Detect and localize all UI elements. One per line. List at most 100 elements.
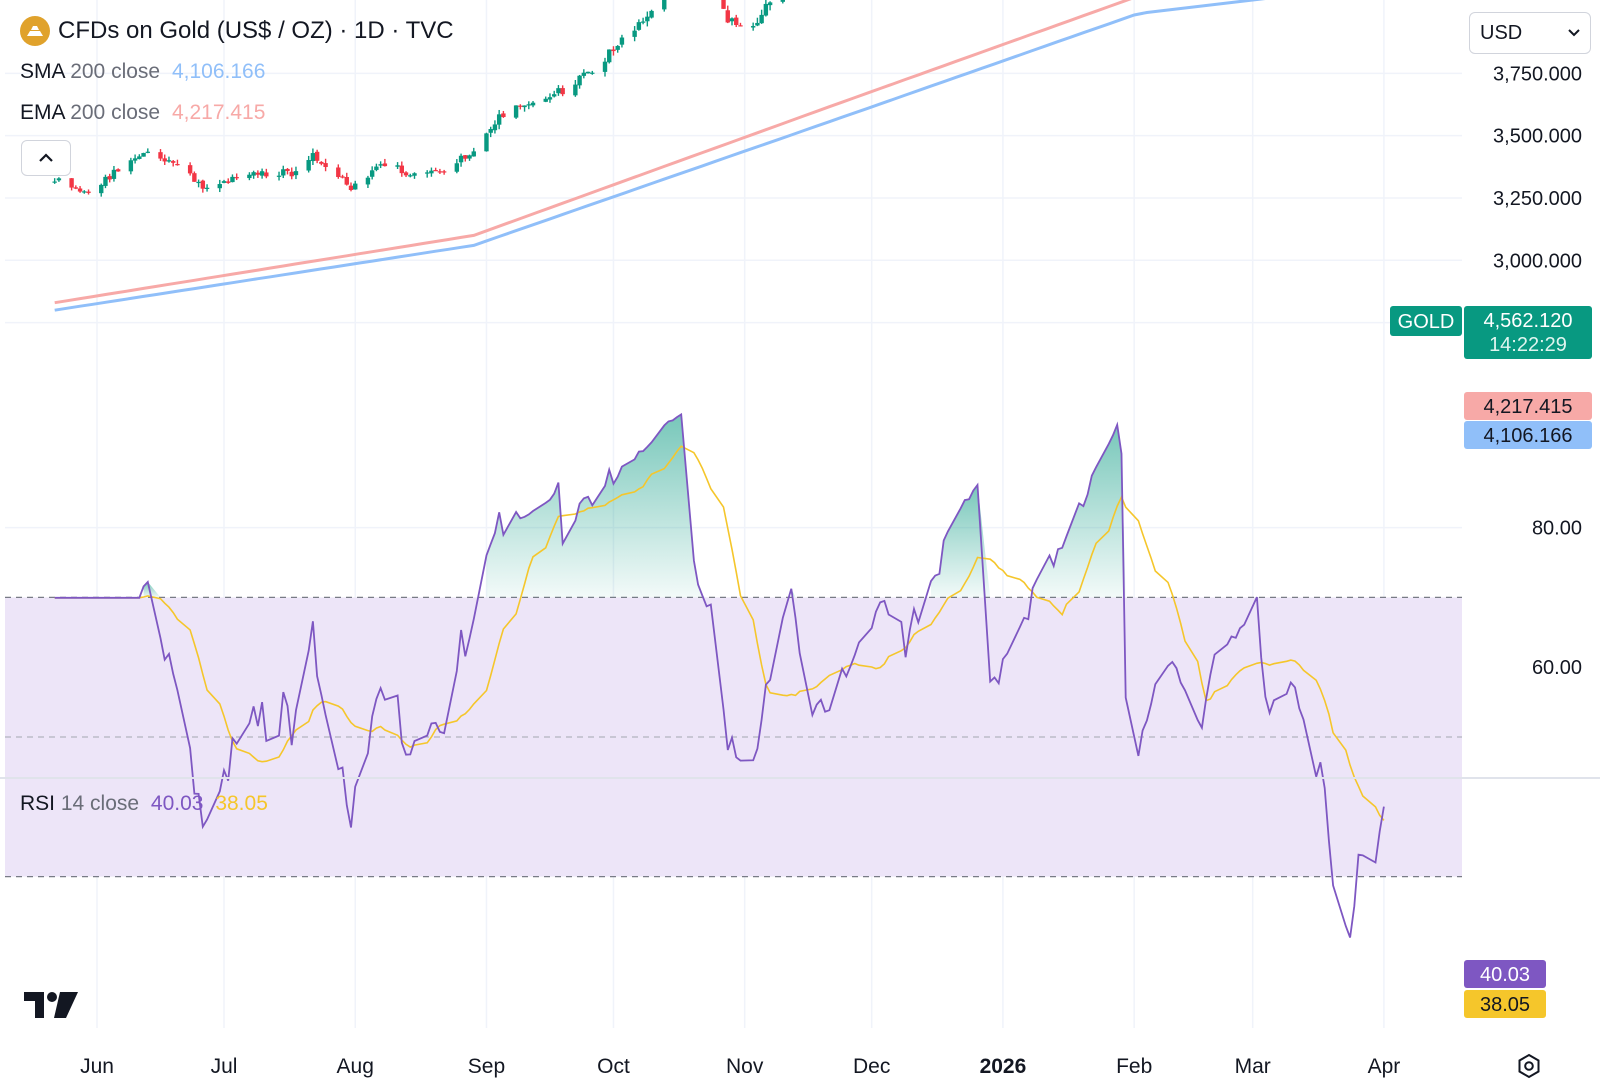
candlestick-series (52, 0, 785, 197)
candle (348, 182, 354, 192)
sma-200-line (54, 0, 1266, 312)
rsi-legend[interactable]: RSI 14 close 40.03 38.05 (20, 792, 268, 816)
candle (247, 172, 252, 181)
bar-countdown: 14:22:29 (1489, 334, 1567, 356)
candle (226, 178, 231, 184)
candle (314, 149, 320, 164)
candle (306, 155, 311, 173)
candle (662, 0, 667, 12)
candle (115, 168, 121, 172)
settings-icon[interactable] (1516, 1053, 1542, 1079)
ema-legend[interactable]: EMA 200 close 4,217.415 (20, 101, 265, 125)
chart-title: CFDs on Gold (US$ / OZ) · 1D · TVC (58, 17, 454, 44)
rsi-legend-name: RSI (20, 792, 56, 815)
candle (458, 153, 464, 167)
candle (56, 177, 62, 182)
rsi-tick-label: 60.00 (1532, 657, 1582, 679)
time-tick-label: Mar (1235, 1055, 1271, 1078)
candle (767, 1, 773, 11)
collapse-legend-button[interactable] (21, 140, 71, 176)
candle (725, 5, 730, 24)
candle (518, 104, 523, 110)
candle (441, 169, 447, 175)
price-tick-label: 3,250.000 (1493, 188, 1582, 210)
candle (602, 57, 608, 77)
candle (158, 149, 163, 161)
time-axis[interactable]: Jun Jul Aug Sep Oct Nov Dec 2026 Feb Mar Apr (80, 1055, 1400, 1078)
candle (230, 174, 235, 183)
candle (200, 179, 206, 193)
ema-legend-name: EMA (20, 101, 65, 124)
candle (293, 166, 299, 180)
candle (471, 147, 476, 157)
candle (632, 26, 637, 42)
candle (425, 170, 430, 178)
price-axis[interactable]: 2,750.0003,000.0003,250.0003,500.0003,75… (1493, 63, 1582, 334)
candle (251, 170, 256, 179)
candle (162, 154, 167, 165)
candle (492, 120, 498, 134)
rsi-overbought-fill (143, 414, 1262, 598)
rsi-legend-params: 14 close (60, 792, 140, 815)
candle (221, 179, 227, 184)
chevron-down-icon (1568, 29, 1580, 37)
candle (175, 159, 180, 166)
time-tick-label: Sep (468, 1055, 505, 1078)
candle (530, 101, 536, 108)
sma-legend[interactable]: SMA 200 close 4,106.166 (20, 60, 265, 84)
candle (408, 173, 413, 178)
candle (463, 154, 468, 162)
rsi-ma-line (54, 445, 1385, 821)
candle (437, 168, 443, 174)
candle (310, 148, 316, 166)
candle (590, 70, 595, 75)
candle (738, 22, 743, 27)
candle (403, 171, 409, 178)
candle (192, 171, 197, 182)
candle (640, 17, 646, 25)
axis-badges: GOLD 4,562.120 14:22:29 4,217.415 4,106.… (1390, 306, 1592, 1018)
candle (365, 175, 371, 188)
candle (374, 163, 379, 172)
chart-title-row[interactable]: CFDs on Gold (US$ / OZ) · 1D · TVC (20, 16, 454, 46)
candle (111, 165, 117, 182)
candle (750, 22, 756, 31)
time-tick-label: Oct (597, 1055, 630, 1078)
candle (204, 184, 210, 192)
symbol-badge-bg (1390, 306, 1462, 336)
rsi-ma-badge: 38.05 (1480, 994, 1530, 1016)
rsi-axis[interactable]: 60.00 80.00 (1532, 518, 1582, 680)
currency-select[interactable]: USD (1469, 12, 1591, 54)
candle (526, 101, 531, 110)
candle (103, 174, 108, 189)
candle (763, 0, 769, 17)
sma-badge-bg (1464, 421, 1592, 449)
price-tick-label: 3,000.000 (1493, 250, 1582, 272)
candle (433, 167, 438, 172)
candle (429, 167, 434, 177)
candle (552, 90, 557, 98)
candle (454, 159, 460, 174)
candle (86, 189, 91, 195)
symbol-badge: GOLD (1398, 311, 1455, 333)
time-tick-label: Nov (726, 1055, 764, 1078)
time-tick-label: Aug (337, 1055, 374, 1078)
candle (577, 74, 582, 89)
candle (496, 109, 502, 130)
candle (107, 173, 112, 183)
candle (166, 156, 172, 163)
candle (99, 183, 104, 197)
candle (378, 161, 383, 169)
rsi-tick-label: 80.00 (1532, 518, 1582, 540)
sma-legend-name: SMA (20, 60, 65, 83)
candle (137, 154, 142, 160)
candle (759, 9, 764, 24)
candle (729, 17, 735, 26)
candle (344, 172, 349, 186)
tradingview-logo-icon[interactable] (24, 992, 78, 1018)
candle (636, 19, 642, 31)
candle (645, 11, 650, 27)
candle (319, 161, 324, 166)
time-tick-label: Jul (211, 1055, 238, 1078)
